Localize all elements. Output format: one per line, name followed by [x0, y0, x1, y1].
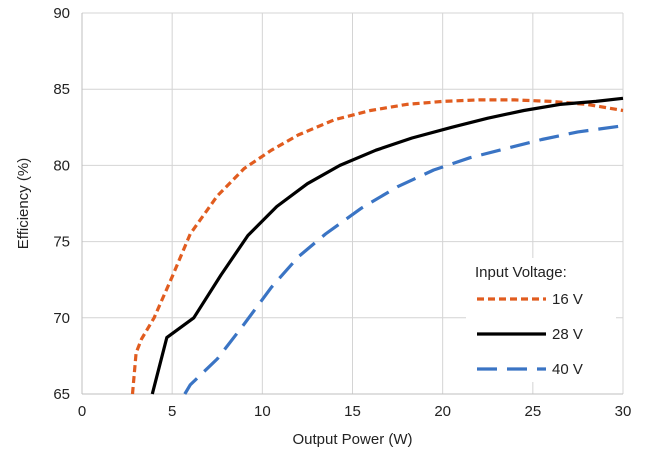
- series-line-40v: [183, 124, 624, 395]
- x-tick-label: 10: [254, 403, 271, 420]
- x-tick-label: 30: [615, 403, 632, 420]
- legend-items: 16 V 28 V 40 V: [477, 291, 583, 378]
- legend-background: [466, 258, 616, 382]
- y-tick-label: 75: [53, 234, 70, 251]
- x-axis-title: Output Power (W): [292, 431, 412, 448]
- x-tick-labels: 0 5 10 15 20 25 30: [78, 403, 632, 420]
- y-tick-label: 65: [53, 386, 70, 403]
- plot-area: [130, 96, 624, 395]
- legend: Input Voltage: 16 V 28 V 40 V: [466, 258, 616, 382]
- legend-label: 40 V: [552, 361, 583, 378]
- legend-title: Input Voltage:: [475, 264, 567, 281]
- x-tick-label: 20: [434, 403, 451, 420]
- legend-item: 40 V: [477, 361, 583, 378]
- y-tick-label: 90: [53, 5, 70, 22]
- y-axis-title: Efficiency (%): [15, 158, 32, 249]
- x-tick-label: 5: [168, 403, 176, 420]
- y-tick-labels: 65 70 75 80 85 90: [53, 5, 70, 403]
- y-tick-label: 70: [53, 310, 70, 327]
- series-line-28v: [150, 96, 624, 395]
- x-tick-label: 0: [78, 403, 86, 420]
- series-line-16v: [130, 98, 624, 395]
- y-tick-label: 80: [53, 157, 70, 174]
- legend-item: 16 V: [477, 291, 583, 308]
- x-tick-label: 25: [524, 403, 541, 420]
- grid-lines: [82, 12, 624, 394]
- legend-label: 28 V: [552, 326, 583, 343]
- axes: [81, 13, 623, 395]
- legend-label: 16 V: [552, 291, 583, 308]
- x-tick-label: 15: [344, 403, 361, 420]
- y-tick-label: 85: [53, 81, 70, 98]
- legend-item: 28 V: [477, 326, 583, 343]
